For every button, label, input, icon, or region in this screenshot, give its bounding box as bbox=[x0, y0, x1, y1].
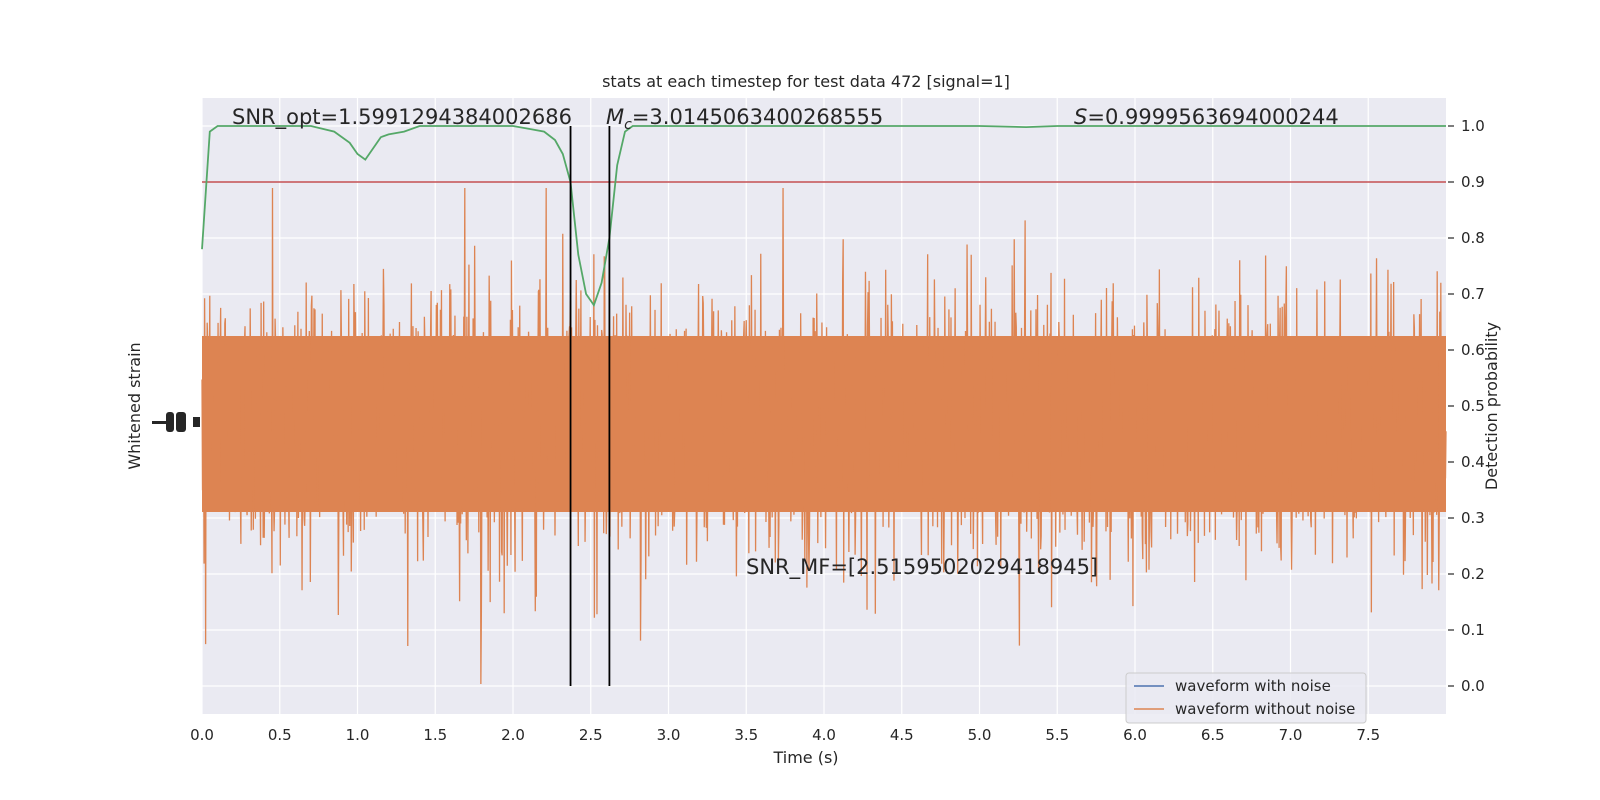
x-tick-label: 1.0 bbox=[346, 726, 370, 744]
x-tick-label: 5.0 bbox=[968, 726, 992, 744]
y-tick-label: 0.1 bbox=[1461, 621, 1485, 639]
snr-opt-annotation: SNR_opt=1.5991294384002686 bbox=[232, 105, 572, 130]
y-tick-label: 0.3 bbox=[1461, 509, 1485, 527]
x-tick-label: 7.5 bbox=[1356, 726, 1380, 744]
s-value: =0.9999563694000244 bbox=[1087, 105, 1338, 129]
x-tick-label: 5.5 bbox=[1045, 726, 1069, 744]
x-axis-label: Time (s) bbox=[772, 748, 838, 767]
x-tick-label: 4.0 bbox=[812, 726, 836, 744]
y-axis-right: 0.0 0.1 0.2 0.3 0.4 0.5 0.6 0.7 0.8 0.9 1.0 bbox=[152, 117, 1485, 695]
chart-title: stats at each timestep for test data 472… bbox=[602, 72, 1010, 91]
y-tick-label: 0.0 bbox=[1461, 677, 1485, 695]
legend: waveform with noise waveform without noi… bbox=[1125, 672, 1367, 724]
y-axis-left-label: Whitened strain bbox=[125, 342, 144, 469]
x-tick-label: 3.0 bbox=[657, 726, 681, 744]
mc-symbol: M bbox=[606, 105, 624, 129]
y-tick-label: 0.9 bbox=[1461, 173, 1485, 191]
y-tick-label: 0.7 bbox=[1461, 285, 1485, 303]
y-axis-right-label: Detection probability bbox=[1482, 322, 1501, 490]
y-tick-label: 0.2 bbox=[1461, 565, 1485, 583]
x-tick-label: 6.5 bbox=[1201, 726, 1225, 744]
y-axis-left-ticks bbox=[152, 412, 200, 432]
x-tick-label: 0.5 bbox=[268, 726, 292, 744]
left-tick-mark bbox=[193, 417, 200, 427]
left-tick-mark bbox=[152, 421, 166, 424]
s-annotation: S=0.9999563694000244 bbox=[1074, 105, 1339, 129]
x-tick-label: 2.5 bbox=[579, 726, 603, 744]
s-symbol: S bbox=[1074, 105, 1087, 129]
x-tick-label: 6.0 bbox=[1123, 726, 1147, 744]
overlay bbox=[201, 125, 1446, 686]
mc-value: =3.0145063400268555 bbox=[632, 105, 883, 129]
x-tick-label: 4.5 bbox=[890, 726, 914, 744]
y-tick-label: 0.6 bbox=[1461, 341, 1485, 359]
y-tick-label: 0.8 bbox=[1461, 229, 1485, 247]
legend-label-noise: waveform with noise bbox=[1175, 677, 1331, 695]
snr-mf-annotation: SNR_MF=[2.5159502029418945] bbox=[746, 555, 1098, 580]
legend-box bbox=[1125, 672, 1367, 724]
left-tick-blob bbox=[166, 412, 174, 432]
x-tick-label: 1.5 bbox=[423, 726, 447, 744]
legend-label-clean: waveform without noise bbox=[1175, 700, 1355, 718]
strain-line bbox=[201, 187, 1447, 685]
x-tick-label: 7.0 bbox=[1279, 726, 1303, 744]
x-axis: 0.0 0.5 1.0 1.5 2.0 2.5 3.0 3.5 4.0 4.5 5.0 5.5 6.0 6… bbox=[190, 726, 1380, 744]
detection-probability-line bbox=[201, 125, 1446, 308]
mc-annotation: Mc=3.0145063400268555 bbox=[606, 105, 883, 133]
y-tick-label: 0.4 bbox=[1461, 453, 1485, 471]
x-tick-label: 3.5 bbox=[734, 726, 758, 744]
mc-subscript: c bbox=[624, 117, 632, 133]
x-tick-label: 0.0 bbox=[190, 726, 214, 744]
left-tick-blob bbox=[176, 412, 186, 432]
y-tick-label: 1.0 bbox=[1461, 117, 1485, 135]
x-tick-label: 2.0 bbox=[501, 726, 525, 744]
y-tick-label: 0.5 bbox=[1461, 397, 1485, 415]
strain-series bbox=[201, 187, 1447, 685]
